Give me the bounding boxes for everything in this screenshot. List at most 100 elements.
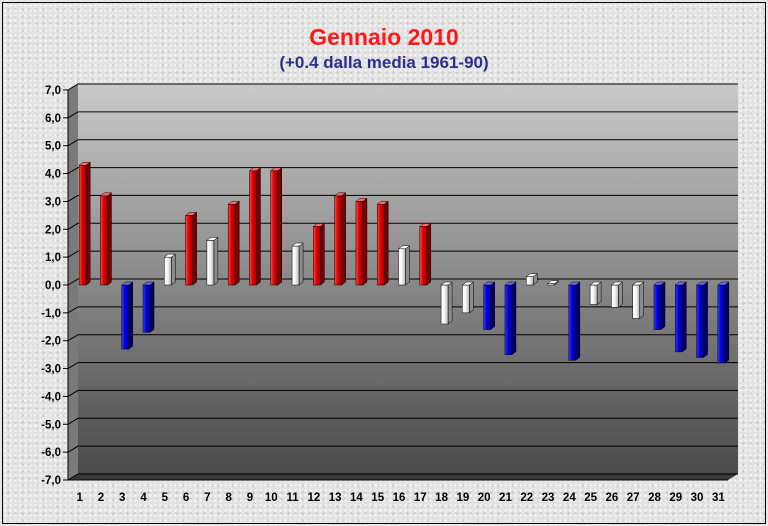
bar-top xyxy=(248,167,262,172)
bar-face xyxy=(142,284,151,333)
x-tick-label: 26 xyxy=(606,492,619,504)
x-tick-label: 1 xyxy=(76,492,83,504)
bar-side xyxy=(320,223,325,286)
gridline xyxy=(67,83,738,91)
x-tick-label: 25 xyxy=(584,492,597,504)
bar-top xyxy=(333,192,347,197)
bar-top xyxy=(631,281,645,286)
bar-side xyxy=(171,253,176,286)
gridline xyxy=(67,194,738,202)
gridline xyxy=(67,222,738,230)
bar-side xyxy=(383,200,389,286)
bar-top xyxy=(184,212,198,216)
bar-side xyxy=(213,236,219,286)
bar xyxy=(142,281,155,333)
bar-face xyxy=(611,284,619,308)
bar-top xyxy=(504,281,517,286)
bar xyxy=(248,167,262,286)
plot-floor xyxy=(68,474,738,480)
bar-top xyxy=(525,273,538,277)
bar-face xyxy=(483,284,491,330)
bar-top xyxy=(163,253,177,258)
bar xyxy=(270,167,283,286)
bar xyxy=(589,281,602,305)
y-tick-label: 0,0 xyxy=(45,280,61,292)
bar-top xyxy=(227,200,240,205)
bar-face xyxy=(313,226,321,286)
bar-side xyxy=(490,281,495,331)
bar-face xyxy=(568,284,577,361)
bar-top xyxy=(610,281,624,286)
bar xyxy=(440,281,453,325)
x-tick-label: 3 xyxy=(119,492,125,504)
x-tick-label: 18 xyxy=(435,492,448,504)
bar xyxy=(206,236,219,286)
bar xyxy=(653,281,666,331)
bar xyxy=(695,281,709,358)
bar-face xyxy=(462,284,470,314)
bar-side xyxy=(703,281,708,358)
y-tick-label: -6,0 xyxy=(41,447,61,459)
bar-face xyxy=(589,284,598,305)
bar-top xyxy=(653,281,666,286)
bar-face xyxy=(121,284,129,350)
x-tick-label: 12 xyxy=(307,492,320,504)
x-tick-label: 17 xyxy=(414,492,427,504)
bar-face xyxy=(100,195,108,286)
y-tick-label: 4,0 xyxy=(45,169,61,181)
bar-top xyxy=(142,281,155,286)
x-tick-label: 4 xyxy=(140,492,147,504)
gridline xyxy=(67,250,738,258)
bar-side xyxy=(256,167,261,286)
gridline xyxy=(67,473,738,481)
x-tick-label: 8 xyxy=(225,492,232,504)
bar xyxy=(184,211,198,286)
x-tick-label: 29 xyxy=(669,492,682,504)
bar xyxy=(419,223,432,286)
bar-face xyxy=(525,276,534,286)
x-tick-label: 11 xyxy=(286,492,299,504)
bar-face xyxy=(440,284,449,325)
bar-top xyxy=(270,167,283,172)
bar-side xyxy=(447,281,453,325)
bar xyxy=(99,192,113,286)
bar-side xyxy=(469,281,474,314)
bar-face xyxy=(653,284,662,330)
gridline xyxy=(67,111,738,119)
y-tick-label: -7,0 xyxy=(41,475,61,487)
bar xyxy=(227,200,240,286)
bar xyxy=(312,223,326,286)
bar-top xyxy=(206,237,219,241)
bar-face xyxy=(376,203,385,286)
y-tick-label: 2,0 xyxy=(45,224,61,236)
bar xyxy=(120,281,134,350)
y-tick-label: 3,0 xyxy=(45,196,61,208)
bar-top xyxy=(355,198,368,202)
bar-side xyxy=(682,281,687,353)
bar-top xyxy=(120,281,134,286)
bar-face xyxy=(675,284,683,353)
bar xyxy=(397,245,411,286)
x-tick-label: 21 xyxy=(499,492,512,504)
bar-top xyxy=(99,192,113,197)
bar-face xyxy=(419,226,428,286)
bar-side xyxy=(192,211,197,286)
bar-side xyxy=(298,242,304,286)
bar-top xyxy=(695,281,709,286)
bar-face xyxy=(696,284,704,358)
bar-top xyxy=(568,281,581,286)
bar-side xyxy=(639,281,644,319)
x-tick-label: 15 xyxy=(371,492,384,504)
bar-side xyxy=(405,245,410,286)
bar xyxy=(610,281,624,308)
y-tick-label: -3,0 xyxy=(41,364,61,376)
bar-top xyxy=(589,281,602,286)
bar-face xyxy=(717,284,726,364)
bar-side xyxy=(660,281,666,331)
bar-top xyxy=(291,242,304,247)
bar-top xyxy=(674,281,688,286)
bar-top xyxy=(440,281,453,286)
bar-side xyxy=(149,281,155,333)
x-tick-label: 24 xyxy=(563,492,576,504)
